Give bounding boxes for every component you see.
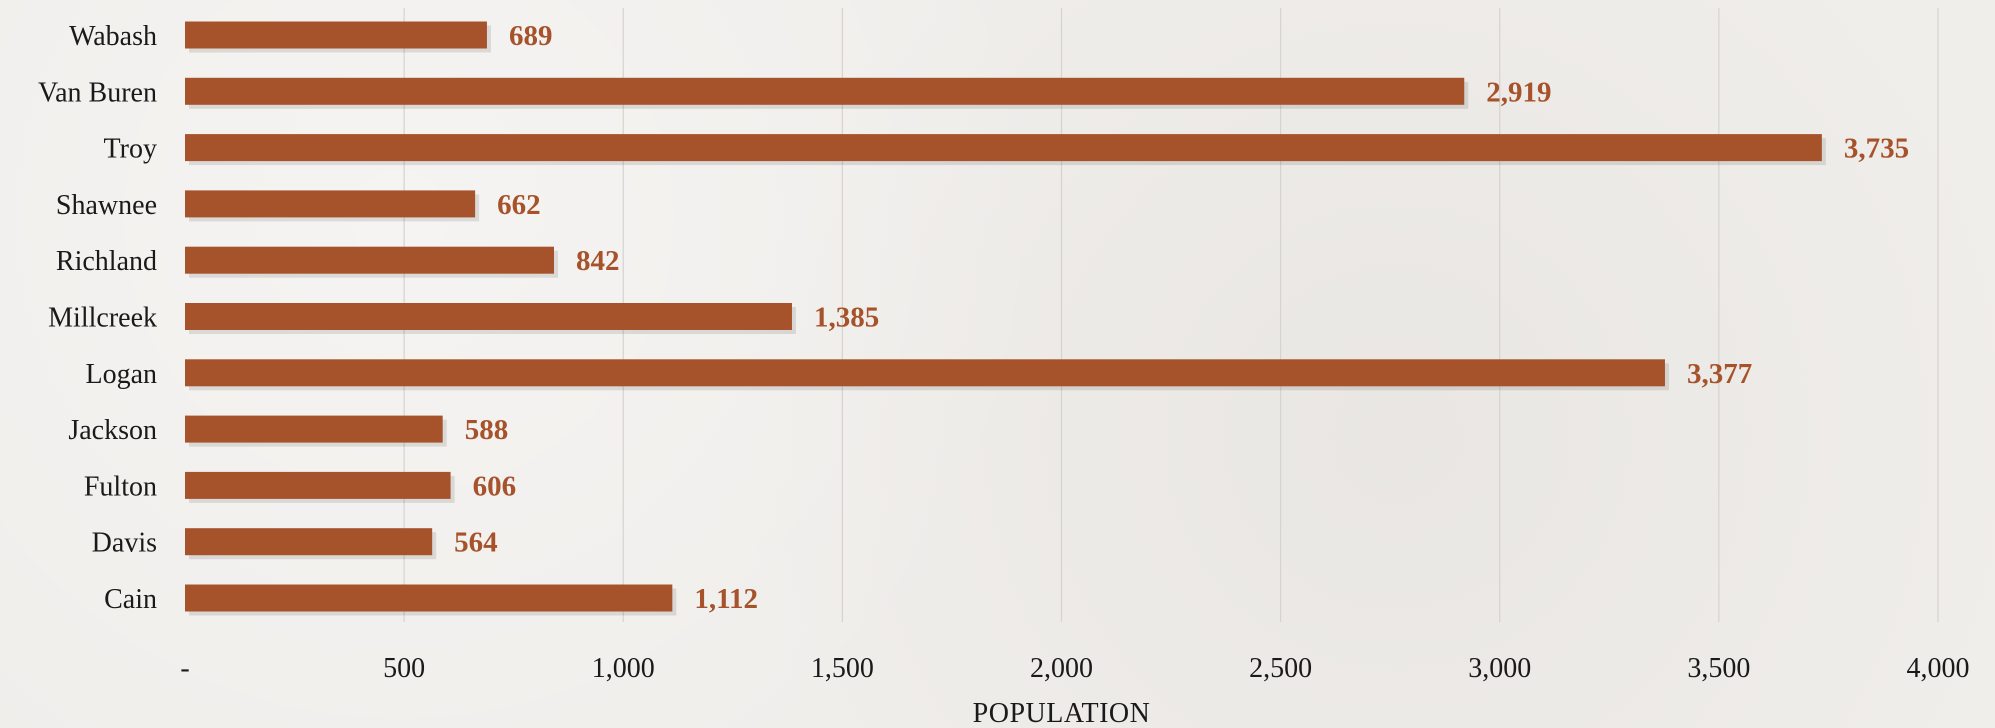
bar-logan [185,359,1665,387]
bar-fulton [185,471,451,499]
category-label-fulton: Fulton [84,471,157,502]
bar-cain [185,584,673,612]
x-tick-label: 2,000 [1030,653,1093,684]
value-label-wabash: 689 [509,20,552,52]
bar-millcreek [185,303,792,330]
category-label-wabash: Wabash [69,21,157,52]
x-tick-label: 4,000 [1907,653,1970,684]
bar-wabash [185,21,487,49]
x-tick-label: 3,000 [1468,653,1531,684]
value-label-troy: 3,735 [1844,133,1909,165]
value-label-fulton: 606 [473,470,516,502]
value-label-van-buren: 2,919 [1486,76,1551,108]
bar-jackson [185,415,443,443]
bar-troy [185,134,1822,162]
category-label-jackson: Jackson [68,415,157,446]
x-tick-label: 1,000 [592,653,655,684]
x-axis-title: POPULATION [973,698,1151,728]
bar-richland [185,246,555,274]
bar-davis [185,528,433,556]
category-label-richland: Richland [56,246,157,277]
x-tick-label: 2,500 [1249,653,1312,684]
bar-shawnee [185,190,476,218]
x-tick-label: 1,500 [811,653,874,684]
x-tick-label: 500 [383,653,425,684]
category-label-cain: Cain [104,584,157,615]
category-label-van-buren: Van Buren [38,77,157,108]
value-label-davis: 564 [454,527,498,559]
x-tick-label: - [180,653,189,684]
value-label-richland: 842 [576,245,620,277]
value-label-cain: 1,112 [694,583,758,615]
value-label-logan: 3,377 [1687,358,1752,390]
category-label-troy: Troy [104,134,157,165]
value-label-jackson: 588 [465,414,509,446]
category-label-davis: Davis [92,528,157,559]
grid-layer [403,8,1939,622]
value-label-millcreek: 1,385 [814,302,879,334]
bar-layer [185,21,1826,616]
category-label-shawnee: Shawnee [56,190,157,221]
label-layer: Wabash 689 Van Buren 2,919 Troy 3,735 Shawnee 6… [38,20,1909,615]
value-label-shawnee: 662 [497,189,540,221]
bar-van-buren [185,77,1465,105]
category-label-millcreek: Millcreek [48,303,157,334]
x-axis-ticks: - 500 1,000 1,500 2,000 2,500 3,000 3,500 4,000 [180,653,1969,684]
x-tick-label: 3,500 [1687,653,1750,684]
category-label-logan: Logan [85,359,157,390]
